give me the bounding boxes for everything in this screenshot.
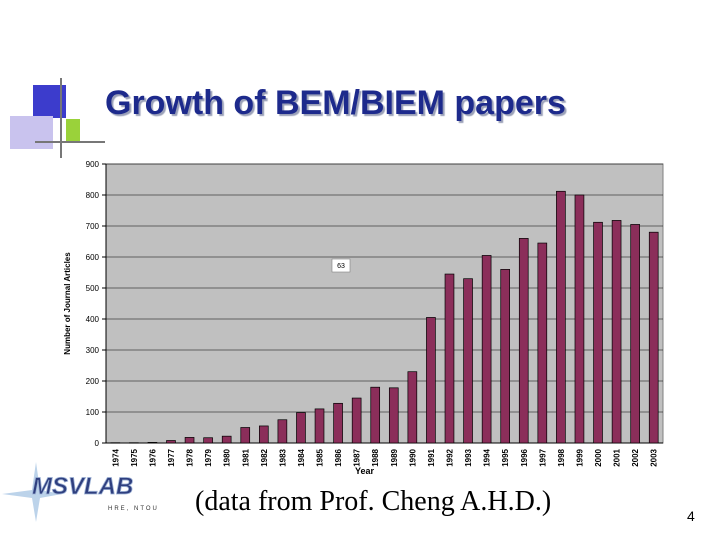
- x-tick-label: 1993: [464, 448, 473, 466]
- bar-1979: [203, 437, 213, 444]
- x-tick-label: 1983: [278, 448, 287, 466]
- bar-1997: [537, 242, 548, 444]
- bar-2000: [593, 221, 603, 444]
- x-tick-label: 1991: [427, 448, 436, 466]
- bar-1998: [556, 190, 566, 444]
- x-tick-label: 1986: [334, 448, 343, 466]
- x-tick-label: 1984: [297, 448, 306, 466]
- x-tick-label: 1996: [520, 448, 529, 466]
- msvlab-logo: MSVLAB HRE, NTOU: [2, 462, 159, 522]
- slide-title: Growth of BEM/BIEM papers: [105, 84, 566, 122]
- y-tick-label: 800: [86, 191, 100, 200]
- x-tick-label: 1998: [557, 448, 566, 466]
- decor-square-green: [66, 119, 80, 141]
- x-tick-label: 1990: [408, 448, 417, 466]
- y-tick-label: 600: [86, 253, 100, 262]
- bar-1994: [481, 255, 492, 444]
- x-tick-label: 1980: [223, 448, 232, 466]
- y-tick-label: 100: [86, 408, 100, 417]
- x-tick-label: 2000: [594, 448, 603, 466]
- bar-1974: [110, 442, 121, 444]
- bar-1988: [370, 386, 381, 444]
- bar-1989: [388, 387, 399, 444]
- x-tick-label: 2001: [613, 448, 622, 466]
- bar-2002: [630, 224, 640, 444]
- plot-area: [105, 163, 664, 444]
- x-tick-label: 1974: [111, 448, 120, 466]
- y-tick-label: 700: [86, 222, 100, 231]
- x-tick-label: 2002: [631, 448, 640, 466]
- x-tick-label: 1995: [501, 448, 510, 466]
- decor-vertical-line: [60, 78, 62, 158]
- x-tick-label: 1992: [445, 448, 454, 466]
- bar-1986: [333, 402, 343, 444]
- y-tick-label: 900: [86, 160, 100, 169]
- data-credit: (data from Prof. Cheng A.H.D.): [195, 486, 552, 517]
- y-tick-label: 500: [86, 284, 100, 293]
- bar-chart: 0 100 200 300 400 500 600 700 800 900 1974 1975 1976…: [63, 160, 664, 476]
- bar-2003: [648, 231, 659, 444]
- x-tick-label: 1979: [204, 448, 213, 466]
- x-tick-label: 2003: [650, 448, 659, 466]
- bar-1982: [259, 425, 269, 444]
- bar-1978: [184, 437, 195, 444]
- svg-text:MSVLAB: MSVLAB: [32, 473, 133, 500]
- bar-1992: [444, 273, 455, 444]
- y-axis-label: Number of Journal Articles: [63, 252, 72, 355]
- x-tick-label: 1988: [371, 448, 380, 466]
- x-tick-label: 1989: [390, 448, 399, 466]
- x-tick-label: 1987: [353, 448, 362, 466]
- bar-1990: [407, 371, 418, 444]
- x-tick-label: 1977: [167, 448, 176, 466]
- bar-1983: [277, 419, 288, 444]
- svg-text:HRE, NTOU: HRE, NTOU: [108, 506, 159, 512]
- x-axis-label: Year: [355, 466, 375, 476]
- bar-1991: [426, 317, 436, 444]
- x-tick-label: 1982: [260, 448, 269, 466]
- bar-1977: [166, 440, 176, 444]
- annotation-label: 63: [337, 263, 345, 270]
- x-tick-label: 1994: [483, 448, 492, 466]
- y-tick-label: 0: [95, 439, 100, 448]
- x-tick-label: 1978: [186, 448, 195, 466]
- x-tick-label: 1999: [575, 448, 584, 466]
- bar-1987: [351, 397, 362, 444]
- bar-1999: [574, 194, 585, 444]
- x-tick-label: 1981: [241, 448, 250, 466]
- bar-1976: [147, 442, 158, 444]
- y-tick-label: 300: [86, 346, 100, 355]
- annotation-box: [331, 258, 351, 273]
- bar-1985: [314, 408, 325, 444]
- bar-1993: [463, 278, 473, 444]
- y-tick-label: 400: [86, 315, 100, 324]
- bar-1996: [518, 238, 529, 444]
- bar-2001: [611, 220, 622, 444]
- decor-square-purple: [10, 116, 53, 149]
- y-tick-label: 200: [86, 377, 100, 386]
- x-tick-label: 1985: [316, 448, 325, 466]
- bar-1995: [500, 269, 510, 444]
- decor-horizontal-line: [35, 141, 105, 143]
- bar-1975: [129, 442, 139, 444]
- page-number: 4: [687, 508, 695, 524]
- x-tick-label: 1975: [130, 448, 139, 466]
- bar-1984: [296, 412, 306, 444]
- bar-1980: [221, 435, 232, 444]
- x-tick-label: 1976: [148, 448, 157, 466]
- x-tick-label: 1997: [538, 448, 547, 466]
- bar-1981: [240, 427, 251, 444]
